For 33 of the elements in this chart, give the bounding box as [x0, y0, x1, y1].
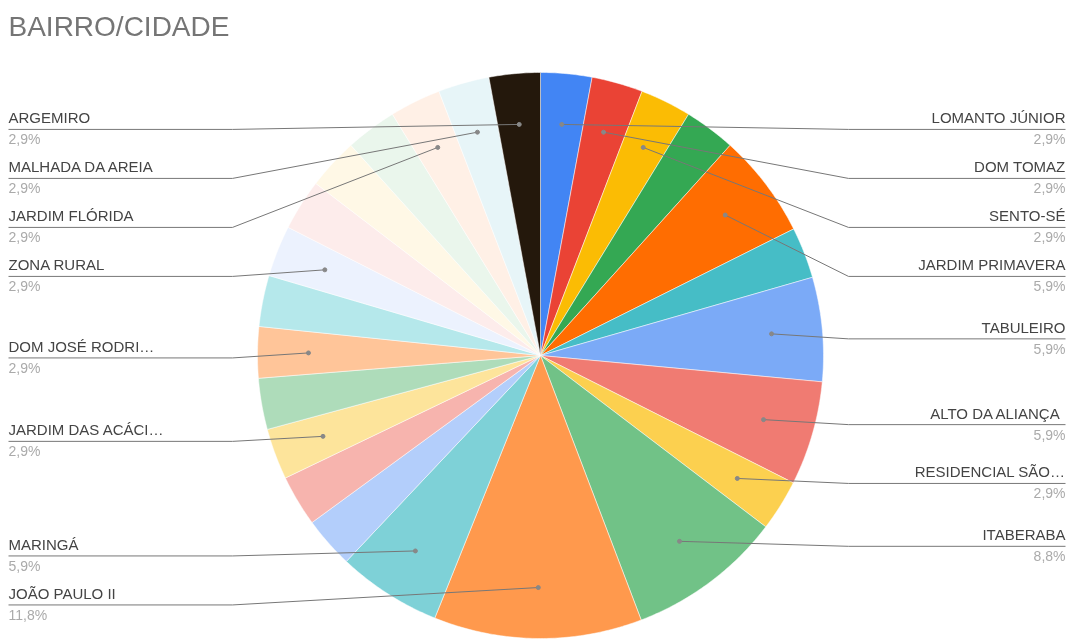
data-label: 5,9% [8, 557, 41, 574]
slice-label: JARDIM PRIMAVERA [918, 256, 1066, 274]
data-label: 2,9% [1033, 131, 1066, 148]
slice-label: MARINGÁ [8, 535, 79, 553]
data-label: 2,9% [1033, 229, 1066, 246]
data-label: 2,9% [1033, 485, 1066, 502]
data-label: 8,8% [1033, 548, 1066, 565]
slice-label: SENTO-SÉ [989, 207, 1066, 225]
data-label: 5,9% [1033, 278, 1066, 295]
data-label: 2,9% [8, 359, 41, 376]
slice-label: LOMANTO JÚNIOR [931, 109, 1066, 127]
slice-label: RESIDENCIAL SÃO… [914, 463, 1065, 481]
slice-label: MALHADA DA AREIA [8, 158, 153, 176]
data-label: 5,9% [1033, 426, 1066, 443]
slice-label: TABULEIRO [981, 318, 1066, 336]
slice-label: ARGEMIRO [8, 109, 91, 127]
data-label: 2,9% [8, 443, 41, 460]
data-label: 2,9% [8, 131, 41, 148]
slice-label: JOÃO PAULO II [8, 584, 116, 602]
data-label: 2,9% [1033, 180, 1066, 197]
slice-label: JARDIM FLÓRIDA [8, 207, 134, 225]
chart-title: BAIRRO/CIDADE [8, 10, 230, 42]
data-label: 5,9% [1033, 340, 1066, 357]
data-label: 2,9% [8, 180, 41, 197]
data-label: 11,8% [8, 606, 48, 623]
slice-label: ZONA RURAL [8, 256, 105, 274]
slice-label: ITABERABA [982, 526, 1066, 544]
slice-label: DOM JOSÉ RODRI… [8, 337, 155, 355]
data-label: 2,9% [8, 278, 41, 295]
slice-label: JARDIM DAS ACÁCI… [8, 421, 164, 439]
slice-label: DOM TOMAZ [974, 158, 1066, 176]
slice-label: ALTO DA ALIANÇA [930, 404, 1060, 422]
data-label: 2,9% [8, 229, 41, 246]
